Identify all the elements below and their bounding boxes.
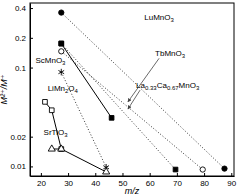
series-line <box>61 13 224 169</box>
x-tick-mark <box>68 173 69 176</box>
series-line <box>61 44 175 170</box>
x-tick: 40 <box>91 173 100 188</box>
y-tick-mark <box>30 38 33 39</box>
series-line <box>61 51 202 169</box>
x-tick-label: 80 <box>200 179 209 188</box>
y-tick: 0.01 <box>10 162 33 171</box>
chart: 20304050607080900.010.020.10.20.4m/zM²⁺/… <box>0 0 240 196</box>
y-axis-line <box>30 4 31 177</box>
x-tick-mark <box>41 173 42 176</box>
x-tick-mark <box>95 173 96 176</box>
data-point <box>58 69 64 76</box>
x-tick-label: 30 <box>64 179 73 188</box>
annotations: LuMnO3 TbMnO3 La0.33Ca0.67MnO3 ScMnO3 LiMn2O… <box>35 13 199 137</box>
series-line <box>61 44 111 118</box>
y-tick-mark <box>30 8 33 9</box>
annotation-arrow <box>128 58 159 102</box>
annotation: SrTiO3 <box>44 128 69 138</box>
y-tick: 0.4 <box>15 4 33 13</box>
data-point <box>59 41 64 46</box>
x-tick: 30 <box>64 173 73 188</box>
x-tick-mark <box>204 173 205 176</box>
y-axis: 0.01 0.02 0.1 0.2 0.4 <box>10 4 33 177</box>
x-tick-mark <box>150 173 151 176</box>
x-tick-label: 90 <box>227 179 236 188</box>
y-tick-label: 0.01 <box>10 162 26 171</box>
data-point <box>103 168 110 174</box>
annotation: ScMnO3 <box>35 56 66 66</box>
data-point <box>200 167 205 172</box>
data-point <box>59 10 64 15</box>
data-point <box>43 100 48 105</box>
data-point <box>173 167 178 172</box>
y-tick-label: 0.1 <box>15 64 27 73</box>
x-tick: 60 <box>146 173 155 188</box>
x-tick-label: 20 <box>37 179 46 188</box>
annotation-arrow <box>128 90 140 109</box>
x-tick-mark <box>231 173 232 176</box>
x-tick: 80 <box>200 173 209 188</box>
x-tick: 20 <box>37 173 46 188</box>
data-point <box>49 108 54 113</box>
series-line <box>45 102 61 149</box>
y-tick-mark <box>30 68 33 69</box>
x-tick-label: 60 <box>146 179 155 188</box>
y-tick-label: 0.02 <box>10 133 26 142</box>
y-tick: 0.2 <box>15 34 33 43</box>
x-tick-label: 40 <box>91 179 100 188</box>
x-tick-mark <box>122 173 123 176</box>
x-tick-label: 70 <box>173 179 182 188</box>
x-tick: 90 <box>227 173 236 188</box>
y-axis-title: M²⁺/M⁺ <box>0 74 9 104</box>
x-axis-line <box>31 176 235 177</box>
annotation: TbMnO3 <box>155 49 186 59</box>
x-tick-mark <box>177 173 178 176</box>
annotation: La0.33Ca0.67MnO3 <box>136 81 200 91</box>
y-tick: 0.02 <box>10 133 33 142</box>
data-point <box>48 145 55 151</box>
y-tick-mark <box>30 137 33 138</box>
data-point <box>58 145 65 151</box>
plot-area <box>43 10 228 174</box>
data-point <box>59 41 64 46</box>
x-axis-title: m/z <box>125 186 140 196</box>
plot-frame <box>30 3 234 176</box>
data-point <box>222 166 227 171</box>
y-tick-label: 0.2 <box>15 34 27 43</box>
series-line <box>52 149 106 172</box>
y-tick-label: 0.4 <box>15 4 27 13</box>
data-point <box>109 116 114 121</box>
x-tick: 70 <box>173 173 182 188</box>
annotation: LiMn2O4 <box>48 84 79 94</box>
y-tick-mark <box>30 166 33 167</box>
y-tick: 0.1 <box>15 64 33 73</box>
data-point <box>59 49 64 54</box>
annotation: LuMnO3 <box>144 13 174 23</box>
